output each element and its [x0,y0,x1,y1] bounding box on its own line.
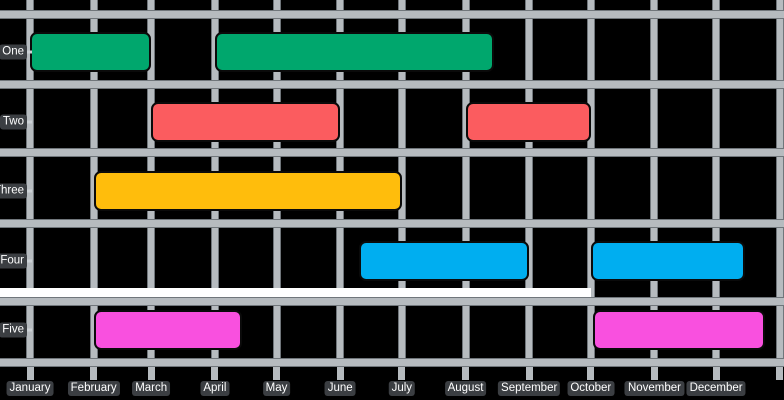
month-gridline [461,0,470,367]
x-tick-label: April [200,381,230,396]
x-tick-label: November [624,381,685,396]
x-tick [462,367,469,380]
gantt-bar [214,32,495,72]
y-tick [26,328,32,332]
y-tick [26,189,32,193]
x-tick-label: March [132,381,171,396]
y-category-label: One [0,44,27,60]
gantt-bar [151,101,341,142]
gantt-bar [93,171,402,211]
x-tick-label: December [686,381,746,396]
y-category-label: Three [0,183,27,199]
x-tick-label: October [567,381,615,396]
x-tick [776,367,784,380]
y-category-label: Two [0,114,27,129]
month-gridline [586,0,595,367]
x-tick [525,367,533,380]
x-tick [587,367,595,380]
x-tick-label: September [498,381,561,396]
x-tick-label: May [262,381,291,396]
gantt-bar [590,240,745,281]
gantt-bar [592,310,766,350]
month-gridline [525,0,534,367]
x-tick [398,367,406,380]
gantt-bar [93,310,242,350]
row-gridline [0,79,784,89]
x-tick [90,367,98,380]
x-tick-label: January [6,381,54,396]
x-tick-label: February [67,381,120,396]
month-gridline [650,0,659,367]
x-tick [650,367,658,380]
x-tick [336,367,344,380]
row-gridline [0,218,784,228]
x-tick-label: June [324,381,356,396]
gantt-bar [30,32,152,72]
y-category-label: Four [0,253,27,268]
x-tick-label: July [388,381,416,396]
x-tick [147,367,155,380]
row-gridline [0,297,784,306]
row-gridline [0,357,784,367]
month-gridline [26,0,34,367]
row-gridline [0,10,784,19]
x-tick [26,367,34,380]
y-category-label: Five [0,322,27,338]
annotation-line [0,287,591,297]
x-tick [712,367,720,380]
x-tick-label: August [444,381,487,396]
y-tick [26,50,32,54]
y-tick [26,259,32,262]
x-tick [211,367,219,380]
gantt-bar [358,240,530,281]
y-tick [26,120,32,123]
x-tick [273,367,280,380]
month-gridline [775,0,784,367]
month-gridline [712,0,721,367]
gantt-bar [465,101,591,142]
row-gridline [0,148,784,157]
